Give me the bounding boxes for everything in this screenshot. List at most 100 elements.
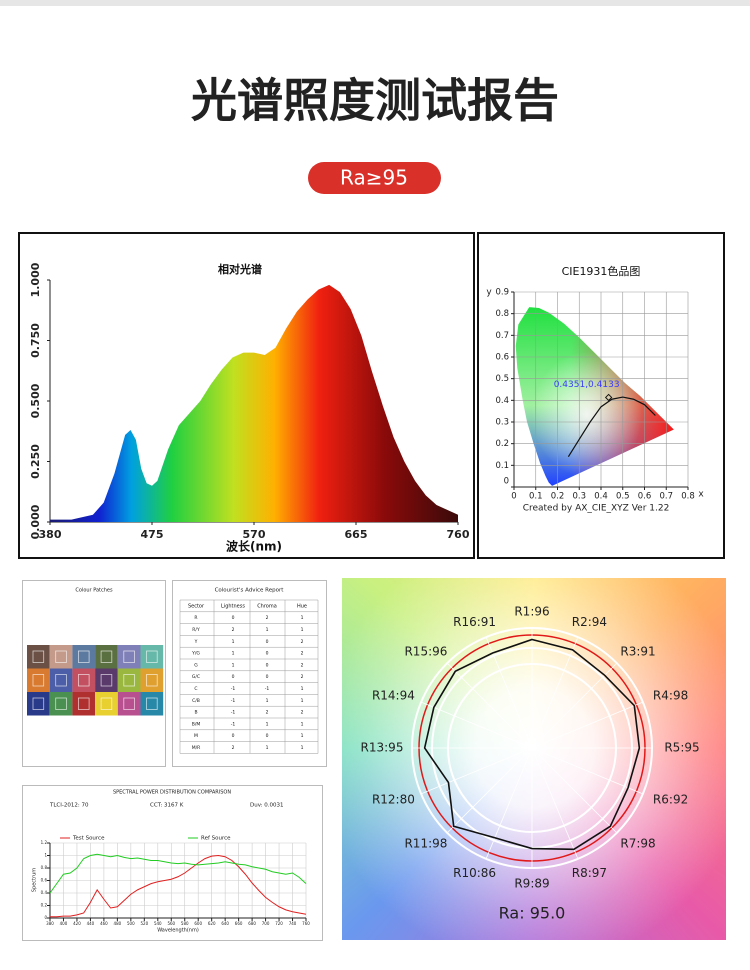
patch xyxy=(117,692,141,716)
y-tick-label: 0.8 xyxy=(41,865,48,870)
table-header: Lightness xyxy=(221,603,245,609)
patch-inner xyxy=(146,650,158,663)
table-cell: G xyxy=(194,662,198,668)
patch xyxy=(72,645,96,669)
spoke xyxy=(420,701,533,749)
patch-inner xyxy=(123,650,135,663)
table-cell: 1 xyxy=(301,721,304,727)
x-tick-label: 760 xyxy=(302,921,310,926)
y-tick-label: 0.7 xyxy=(495,331,509,341)
y-axis-label: y xyxy=(486,288,492,298)
x-tick-label: 480 xyxy=(114,921,122,926)
chart-title: CIE1931色品图 xyxy=(562,264,641,278)
patch-inner xyxy=(146,674,158,687)
patch-inner xyxy=(123,674,135,687)
x-tick-label: 700 xyxy=(262,921,270,926)
table-cell: -1 xyxy=(231,686,236,692)
table-cell: 1 xyxy=(301,698,304,704)
table-cell: 1 xyxy=(232,639,235,645)
x-tick-label: 560 xyxy=(167,921,175,926)
x-tick-label: 540 xyxy=(154,921,162,926)
patch-inner xyxy=(78,697,90,710)
cri-label: R11:98 xyxy=(404,837,447,851)
x-tick-label: 620 xyxy=(208,921,216,926)
cri-label: R16:91 xyxy=(453,615,496,629)
cri-label: R10:86 xyxy=(453,866,496,880)
spoke xyxy=(531,747,618,834)
cri-label: R2:94 xyxy=(572,615,607,629)
cri-label: R4:98 xyxy=(653,688,688,702)
y-tick-label: 0.000 xyxy=(29,504,42,539)
y-tick-label: 0.3 xyxy=(495,418,509,428)
patch xyxy=(140,645,164,669)
panel xyxy=(172,580,327,767)
patch-inner xyxy=(123,697,135,710)
patch xyxy=(27,692,50,716)
table-cell: 2 xyxy=(301,651,304,657)
table-header: Hue xyxy=(297,603,307,609)
y-tick-label: 1.2 xyxy=(41,840,48,845)
x-tick-label: 680 xyxy=(248,921,256,926)
patch xyxy=(95,692,118,716)
y-tick-label: 0.2 xyxy=(41,903,48,908)
spoke xyxy=(446,747,533,834)
x-tick-label: 0 xyxy=(511,492,516,502)
table-cell: 2 xyxy=(301,710,304,716)
x-tick-label: 665 xyxy=(345,528,368,541)
spoke xyxy=(531,701,644,749)
summary: Ra: 95.0 xyxy=(499,904,566,923)
patch xyxy=(49,692,73,716)
chart-subtitle: Duv: 0.0031 xyxy=(250,803,284,809)
chart-title: SPECTRAL POWER DISTRIBUTION COMPARISON xyxy=(113,790,231,796)
x-tick-label: 740 xyxy=(289,921,297,926)
patch-inner xyxy=(100,697,113,710)
point-label: 0.4351,0.4133 xyxy=(554,380,620,390)
footnote: Created by AX_CIE_XYZ Ver 1.22 xyxy=(523,504,670,514)
x-tick-label: 500 xyxy=(127,921,135,926)
table-cell: 1 xyxy=(232,662,235,668)
x-tick-label: 0.3 xyxy=(572,492,586,502)
table-cell: C/B xyxy=(192,698,200,704)
x-tick-label: 570 xyxy=(243,528,266,541)
patch xyxy=(27,645,50,669)
table-cell: B xyxy=(194,710,197,716)
table-cell: 1 xyxy=(266,627,269,633)
spoke xyxy=(446,662,533,749)
x-tick-label: 0.6 xyxy=(638,492,652,502)
patch xyxy=(117,645,141,669)
y-tick-label: 0.250 xyxy=(29,444,42,479)
cri-label: R15:96 xyxy=(404,644,447,658)
table-cell: -1 xyxy=(231,698,236,704)
y-tick-label: 1.000 xyxy=(29,262,42,297)
patch-inner xyxy=(32,650,45,663)
panel-title: Colour Patches xyxy=(75,588,113,594)
x-tick-label: 380 xyxy=(39,528,62,541)
table-cell: 2 xyxy=(266,710,269,716)
y-tick-label: 0 xyxy=(44,915,47,920)
x-tick-label: 380 xyxy=(46,921,54,926)
y-tick-label: 0.1 xyxy=(495,461,509,471)
patch-inner xyxy=(55,650,67,663)
table-cell: 1 xyxy=(266,745,269,751)
table-cell: R xyxy=(194,615,197,621)
series-line xyxy=(50,854,307,918)
patch-inner xyxy=(100,650,113,663)
x-tick-label: 440 xyxy=(87,921,95,926)
panel xyxy=(477,232,725,559)
chart-subtitle: TLCI-2012: 70 xyxy=(49,803,89,809)
y-tick-label: 0 xyxy=(504,477,509,487)
cri-label: R3:91 xyxy=(620,644,655,658)
cri-label: R13:95 xyxy=(361,741,404,755)
gamut-fill xyxy=(515,307,674,486)
table-cell: 2 xyxy=(266,615,269,621)
patch-inner xyxy=(55,697,67,710)
x-tick-label: 580 xyxy=(181,921,189,926)
chart-title: 相对光谱 xyxy=(218,262,262,276)
cri-polygon xyxy=(423,638,641,851)
x-tick-label: 0.7 xyxy=(659,492,673,502)
x-axis-label: x xyxy=(698,490,704,500)
spoke xyxy=(531,747,579,860)
cri-label: R8:97 xyxy=(572,866,607,880)
cri-label: R7:98 xyxy=(620,837,655,851)
